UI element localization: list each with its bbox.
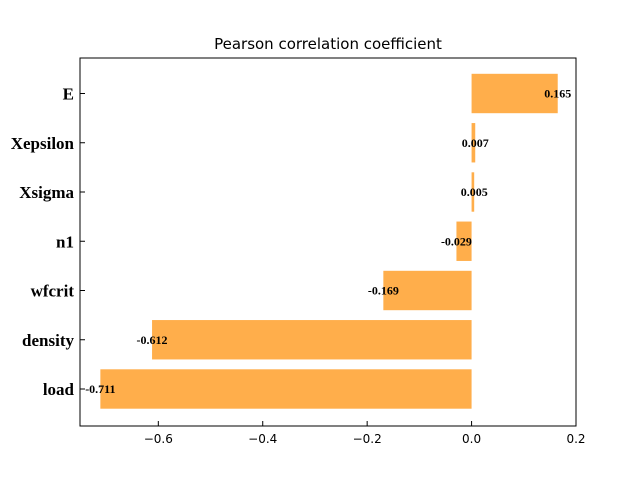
value-label-n1: -0.029 [441, 234, 472, 248]
x-tick-label: −0.2 [353, 432, 382, 446]
bar-xsigma [471, 172, 475, 212]
bar-density [152, 320, 472, 360]
y-tick-label-e: E [63, 85, 74, 104]
value-label-density: -0.612 [137, 333, 168, 347]
value-label-wfcrit: -0.169 [368, 284, 399, 298]
y-tick-label-xepsilon: Xepsilon [11, 134, 75, 153]
bar-xepsilon [471, 123, 476, 163]
bar-e [471, 73, 558, 114]
bar-n1 [456, 221, 472, 261]
bars-group [100, 73, 558, 409]
value-label-xepsilon: 0.007 [462, 136, 489, 150]
value-label-xsigma: 0.005 [461, 185, 488, 199]
x-tick-label: −0.4 [248, 432, 277, 446]
chart-title: Pearson correlation coefficient [214, 35, 442, 53]
value-label-e: 0.165 [544, 87, 571, 101]
bar-wfcrit [383, 270, 472, 311]
y-tick-label-load: load [43, 380, 75, 399]
y-tick-label-n1: n1 [56, 232, 74, 251]
x-axis: −0.6 −0.4 −0.2 0.0 0.2 [144, 421, 586, 446]
value-labels-group: -0.711 -0.612 -0.169 -0.029 0.005 0.007 0.165 [85, 87, 571, 397]
x-tick-label: 0.2 [566, 432, 585, 446]
value-label-load: -0.711 [85, 382, 115, 396]
y-tick-label-density: density [22, 331, 74, 350]
plot-frame [79, 57, 577, 427]
y-tick-label-wfcrit: wfcrit [31, 282, 75, 301]
x-tick-label: −0.6 [144, 432, 173, 446]
y-axis: load density wfcrit n1 Xsigma Xepsilon E [11, 85, 85, 399]
y-tick-label-xsigma: Xsigma [19, 183, 74, 202]
bar-load [100, 369, 472, 409]
x-tick-label: 0.0 [462, 432, 481, 446]
